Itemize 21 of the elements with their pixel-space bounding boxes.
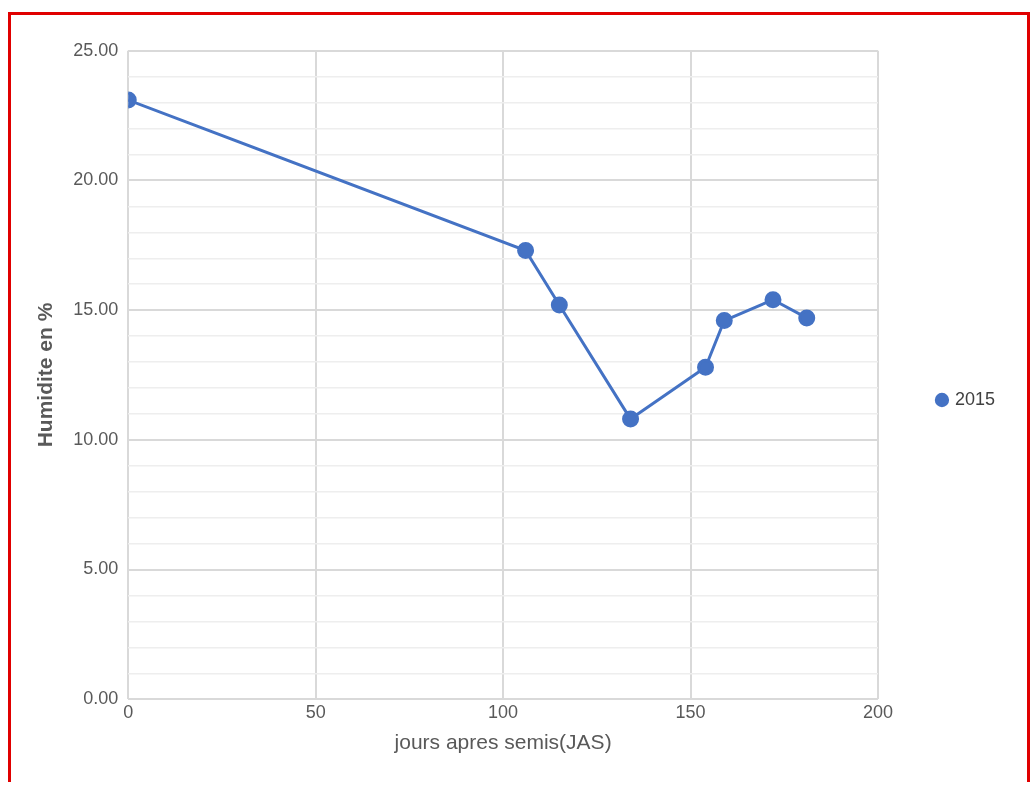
y-tick-label: 15.00 (73, 299, 119, 320)
y-tick-label: 20.00 (73, 169, 119, 190)
point (697, 358, 715, 376)
y-tick-label: 25.00 (73, 39, 119, 60)
x-axis-title: jours apres semis(JAS) (393, 730, 612, 754)
x-tick-label: 50 (305, 701, 326, 722)
x-tick-label: 200 (862, 701, 893, 722)
x-tick-label: 150 (675, 701, 706, 722)
x-tick-label: 100 (488, 701, 519, 722)
legend-label: 2015 (954, 388, 995, 409)
point (798, 309, 816, 327)
y-tick-label: 5.00 (83, 558, 119, 579)
y-tick-label: 0.00 (83, 688, 119, 709)
x-tick-label: 0 (123, 701, 134, 722)
point (550, 296, 568, 314)
point (622, 410, 640, 428)
y-axis-title: Humidite en % (33, 302, 57, 448)
point (715, 312, 733, 330)
y-tick-label: 10.00 (73, 428, 119, 449)
point (764, 291, 782, 309)
point (517, 242, 535, 260)
